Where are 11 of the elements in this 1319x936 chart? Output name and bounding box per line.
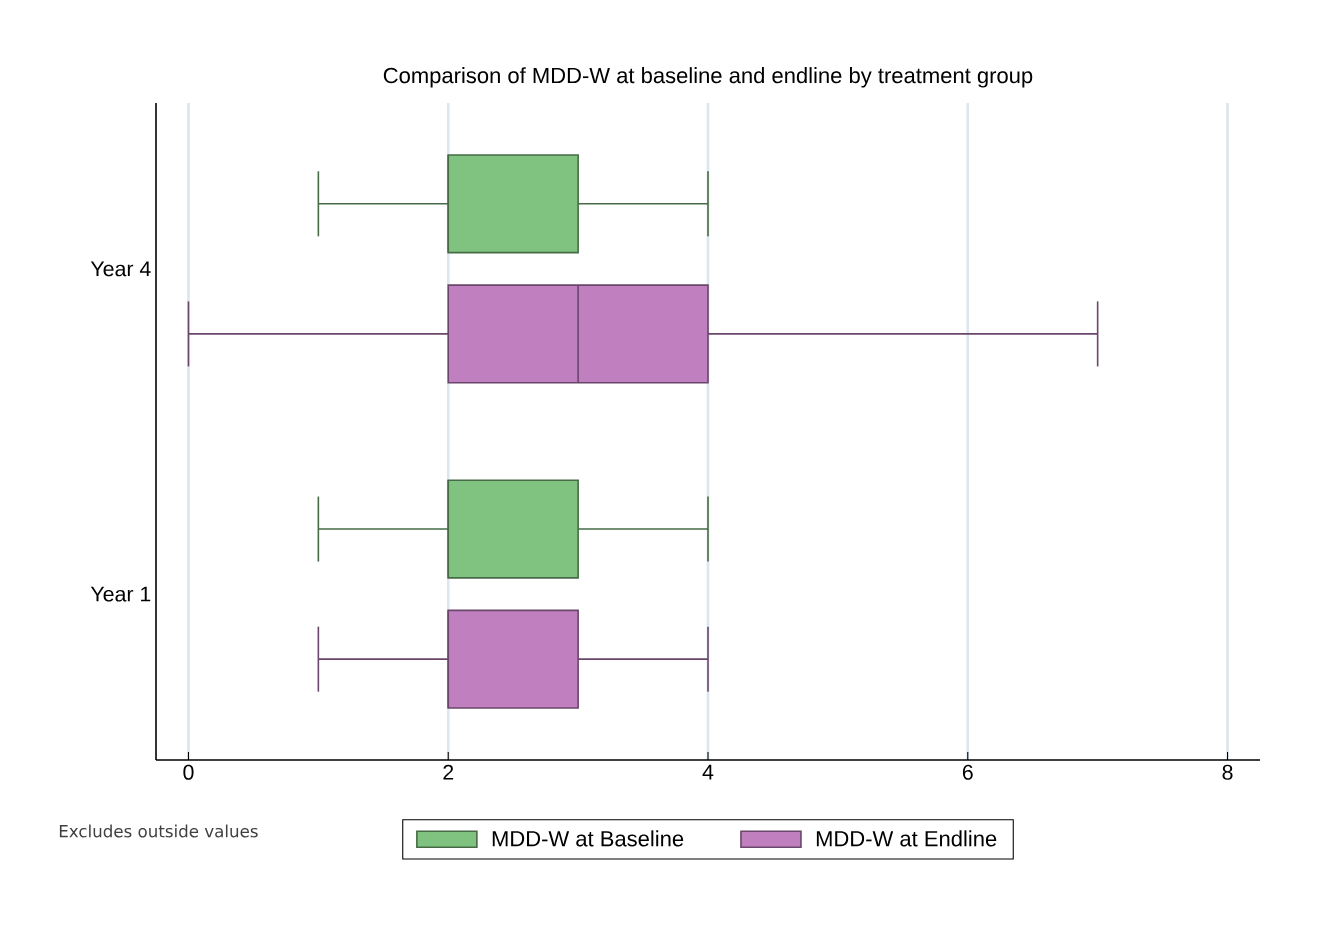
legend-label: MDD-W at Endline xyxy=(816,830,997,847)
x-tick-label: 6 xyxy=(962,764,973,780)
text: Excludes outside values xyxy=(59,824,258,838)
x-tick-label: 0 xyxy=(183,764,194,780)
y-tick-label: Year 1 xyxy=(90,586,151,602)
x-tick-label: 2 xyxy=(443,764,454,780)
x-tick-label: 8 xyxy=(1222,764,1233,780)
chart-title: Comparison of MDD-W at baseline and endline by treatment group xyxy=(383,67,1033,88)
y-tick-label: Year 4 xyxy=(90,261,151,277)
legend-label: MDD-W at Baseline xyxy=(492,830,684,847)
x-tick-label: 4 xyxy=(702,764,714,780)
